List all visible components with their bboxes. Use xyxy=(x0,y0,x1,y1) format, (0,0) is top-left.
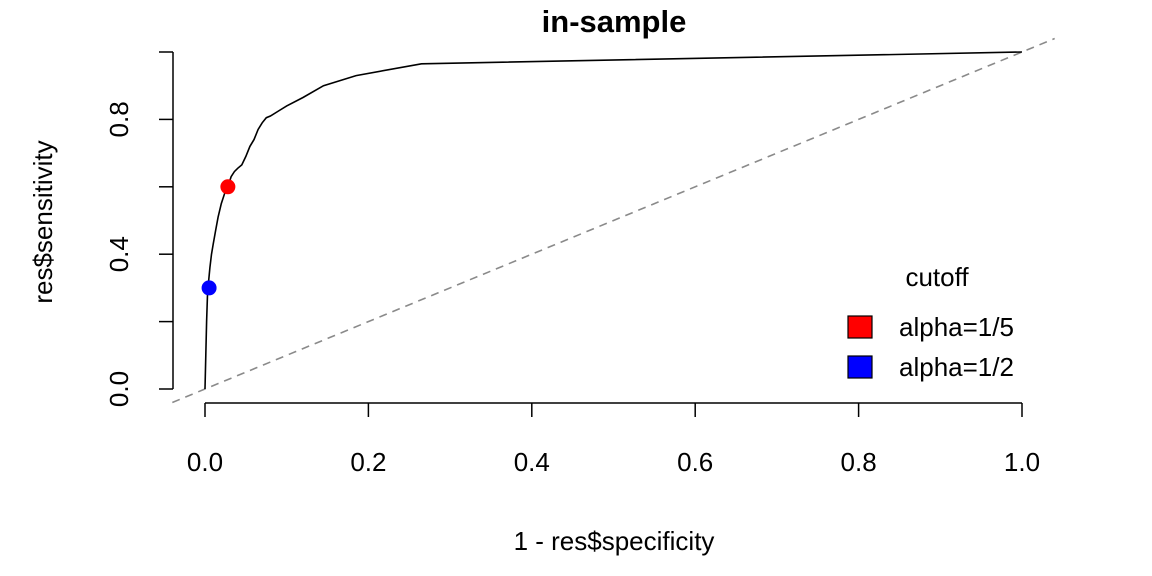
cutoff-points xyxy=(201,179,236,296)
legend-swatch xyxy=(847,315,873,339)
legend-swatch xyxy=(847,355,873,379)
x-tick-label: 1.0 xyxy=(1004,447,1040,477)
roc-curve-line xyxy=(204,51,1023,390)
x-tick-label: 0.8 xyxy=(841,447,877,477)
legend-entry-label: alpha=1/2 xyxy=(899,352,1014,382)
x-tick-label: 0.2 xyxy=(350,447,386,477)
y-axis: 0.0 0.4 0.8 xyxy=(104,51,174,407)
x-axis: 0.0 0.2 0.4 0.6 0.8 1.0 xyxy=(187,402,1040,477)
plot-area xyxy=(172,37,1055,404)
x-axis-label: 1 - res$specificity xyxy=(514,526,715,556)
cutoff-point-1 xyxy=(220,179,236,195)
y-tick-label: 0.0 xyxy=(104,371,134,407)
x-tick-label: 0.6 xyxy=(677,447,713,477)
reference-diagonal-line xyxy=(172,37,1055,404)
x-tick-label: 0.4 xyxy=(514,447,550,477)
y-tick-label: 0.4 xyxy=(104,236,134,272)
y-tick-label: 0.8 xyxy=(104,101,134,137)
cutoff-point-2 xyxy=(201,280,217,296)
legend-entry-label: alpha=1/5 xyxy=(899,312,1014,342)
y-axis-label: res$sensitivity xyxy=(28,140,58,303)
x-tick-label: 0.0 xyxy=(187,447,223,477)
chart-title: in-sample xyxy=(542,4,687,39)
legend-title: cutoff xyxy=(905,262,969,292)
legend: cutoff alpha=1/5 alpha=1/2 xyxy=(847,262,1014,382)
